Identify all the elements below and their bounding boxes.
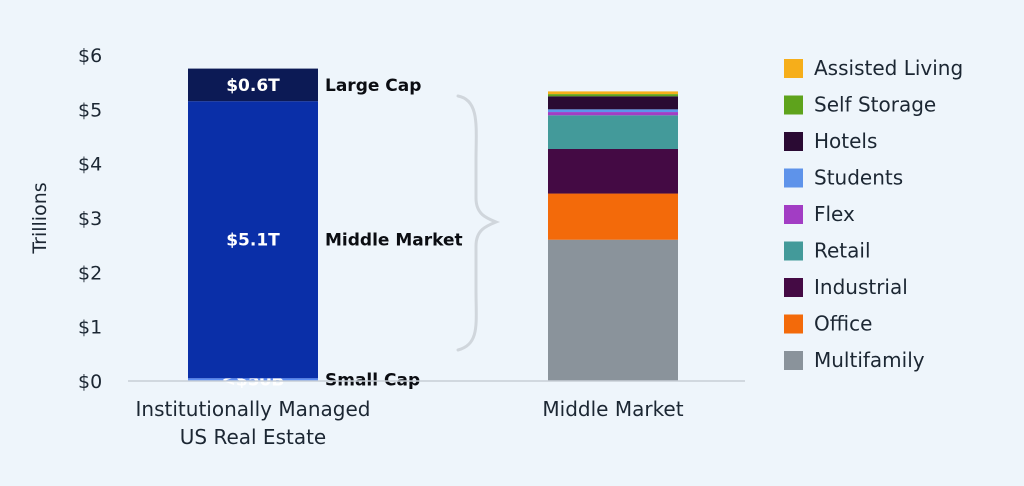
y-tick-label: $2 (78, 262, 102, 284)
y-tick-label: $6 (78, 45, 102, 67)
legend-swatch-hotels (784, 132, 803, 151)
legend-swatch-students (784, 168, 803, 188)
y-tick-label: $0 (78, 371, 102, 393)
bars: <$50B$5.1T$0.6T (188, 68, 678, 391)
bar-segment-hotels (548, 96, 678, 110)
bar-segment-multifamily (548, 239, 678, 381)
legend: Assisted Living Self Storage Hotels Student… (784, 56, 963, 372)
legend-swatch-retail (784, 241, 803, 261)
bar-segment-self-storage (548, 94, 678, 97)
legend-swatch-assisted-living (784, 59, 803, 78)
legend-swatch-office (784, 314, 803, 334)
bar-segment-industrial (548, 148, 678, 194)
legend-swatch-industrial (784, 278, 803, 297)
segment-name-large-cap: Large Cap (325, 76, 421, 96)
legend-label-self-storage: Self Storage (814, 93, 936, 117)
bar-segment-small-cap (188, 378, 318, 381)
category-label: US Real Estate (180, 425, 326, 449)
legend-swatch-multifamily (784, 351, 803, 370)
legend-label-hotels: Hotels (814, 129, 877, 153)
y-tick-label: $3 (78, 208, 102, 230)
data-label-large-cap: $0.6T (226, 76, 280, 96)
category-label: Middle Market (542, 397, 683, 421)
legend-swatch-self-storage (784, 95, 803, 115)
bar-segment-students (548, 109, 678, 113)
y-tick-label: $4 (78, 154, 102, 176)
segment-name-middle-market: Middle Market (325, 231, 463, 251)
y-axis-title: Trillions (29, 182, 51, 254)
middle-market-bracket (456, 94, 501, 352)
legend-label-assisted-living: Assisted Living (814, 56, 963, 80)
bar-segment-flex (548, 112, 678, 116)
legend-label-retail: Retail (814, 239, 871, 263)
legend-label-industrial: Industrial (814, 275, 908, 299)
y-axis: $0 $1 $2 $3 $4 $5 $6 Trillions (29, 45, 102, 393)
bar-segment-office (548, 193, 678, 240)
data-label-middle-market: $5.1T (226, 231, 280, 251)
category-label: Institutionally Managed (136, 397, 371, 421)
legend-label-flex: Flex (814, 202, 855, 226)
legend-label-office: Office (814, 312, 872, 336)
y-tick-label: $1 (78, 317, 102, 339)
category-labels: Institutionally Managed US Real Estate Mid… (136, 397, 684, 449)
legend-label-multifamily: Multifamily (814, 348, 925, 372)
bar-segment-assisted-living (548, 91, 678, 95)
bar-segment-large-cap (188, 68, 318, 102)
y-tick-label: $5 (78, 99, 102, 121)
legend-label-students: Students (814, 166, 903, 190)
bar-segment-retail (548, 115, 678, 149)
bar-segment-middle-market (188, 101, 318, 379)
legend-swatch-flex (784, 205, 803, 224)
